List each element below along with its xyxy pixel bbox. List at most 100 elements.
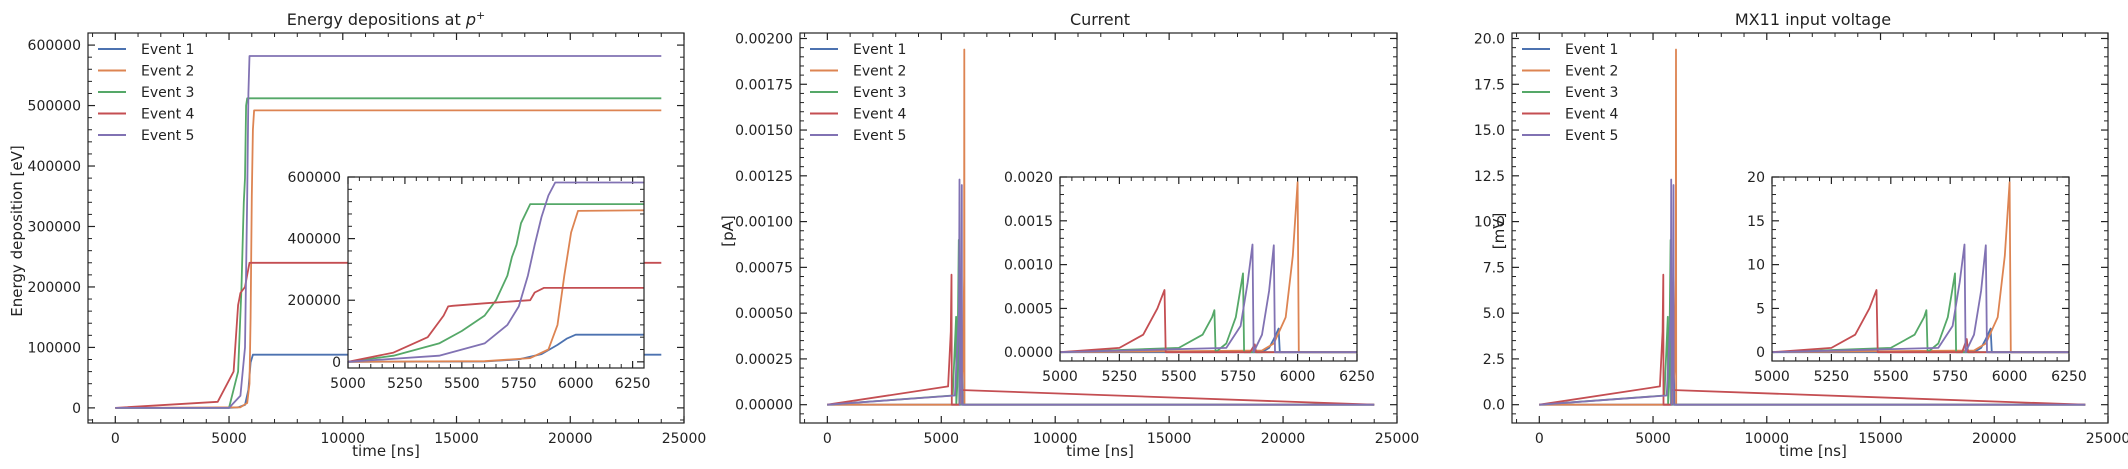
- inset-x-tick-label: 6000: [558, 376, 594, 392]
- chart-title-symbol: p: [465, 10, 476, 29]
- inset-zoom-panel: 5000 5250 5500 5750 6000 6250 0 5 10 15 20: [1747, 170, 2087, 385]
- inset-x-tick-label: 5250: [1814, 369, 1850, 385]
- legend-entry: Event 2: [1565, 64, 1618, 80]
- legend: Event 1 Event 2 Event 3 Event 4 Event 5: [98, 42, 195, 144]
- y-tick-label: 0.00125: [735, 169, 793, 185]
- legend-entry: Event 3: [141, 85, 194, 101]
- inset-y-tick-label: 5: [1756, 301, 1765, 317]
- x-tick-label: 5000: [923, 431, 959, 447]
- plot-frame: [799, 32, 1398, 424]
- inset-series-line-event-3: [348, 203, 644, 363]
- inset-x-tick-label: 6250: [615, 376, 651, 392]
- inset-series-line-event-4: [1772, 289, 2069, 354]
- inset-series-line-event-5: [1060, 243, 1357, 354]
- legend-entry: Event 1: [853, 42, 906, 58]
- chart-title-superscript: +: [476, 9, 485, 22]
- inset-x-tick-label: 6250: [2051, 369, 2087, 385]
- series-line-event-5: [115, 55, 662, 409]
- y-tick-label: 10.0: [1474, 215, 1505, 231]
- y-tick-label: 400000: [28, 159, 81, 175]
- inset-x-tick-label: 5750: [1932, 369, 1968, 385]
- y-tick-label: 15.0: [1474, 123, 1505, 139]
- x-axis-label: time [ns]: [352, 442, 420, 460]
- y-tick-label: 0.00075: [735, 260, 793, 276]
- x-tick-label: 25000: [2086, 431, 2128, 447]
- x-tick-label: 5000: [211, 431, 247, 447]
- x-tick-label: 5000: [1635, 431, 1671, 447]
- legend-entry: Event 3: [1565, 85, 1618, 101]
- inset-background: [348, 177, 644, 368]
- inset-series-line-event-5: [348, 181, 644, 363]
- inset-y-tick-label: 0.0015: [1004, 214, 1053, 230]
- x-tick-label: 0: [823, 431, 832, 447]
- inset-x-tick-label: 5500: [444, 376, 480, 392]
- y-tick-label: 12.5: [1474, 169, 1505, 185]
- x-tick-label: 20000: [1261, 431, 1306, 447]
- x-tick-label: 25000: [1375, 431, 1420, 447]
- legend: Event 1 Event 2 Event 3 Event 4 Event 5: [810, 42, 907, 144]
- y-tick-label: 0.00175: [735, 77, 793, 93]
- x-tick-label: 15000: [434, 431, 479, 447]
- inset-y-tick-label: 0.0000: [1004, 345, 1053, 361]
- x-tick-label: 15000: [1858, 431, 1903, 447]
- y-tick-label: 100000: [28, 340, 81, 356]
- y-tick-label: 2.5: [1483, 352, 1505, 368]
- inset-plot-frame: [1059, 176, 1358, 362]
- y-axis-label: Energy deposition [eV]: [8, 145, 26, 316]
- inset-x-tick-label: 5750: [1220, 369, 1256, 385]
- plot-frame: [87, 32, 685, 424]
- x-tick-label: 15000: [1147, 431, 1192, 447]
- inset-series-group: [1772, 181, 2069, 354]
- inset-x-tick-label: 6000: [1280, 369, 1316, 385]
- inset-plot-frame: [347, 176, 645, 369]
- inset-x-tick-label: 5500: [1873, 369, 1909, 385]
- inset-series-line-event-4: [348, 286, 644, 363]
- inset-y-tick-label: 15: [1747, 214, 1765, 230]
- legend-entry: Event 1: [141, 42, 194, 58]
- inset-y-tick-label: 10: [1747, 258, 1765, 274]
- inset-y-tick-label: 0: [332, 355, 341, 371]
- y-tick-label: 0.00000: [735, 398, 793, 414]
- y-tick-label: 17.5: [1474, 77, 1505, 93]
- inset-background: [1772, 177, 2069, 361]
- y-axis-label: [mV]: [1490, 213, 1508, 250]
- y-tick-label: 0.0: [1483, 398, 1505, 414]
- x-tick-label: 20000: [1972, 431, 2017, 447]
- y-tick-label: 5.0: [1483, 306, 1505, 322]
- inset-x-tick-label: 5000: [1754, 369, 1790, 385]
- series-line-event-5: [1539, 178, 2086, 406]
- inset-x-tick-label: 5250: [1102, 369, 1138, 385]
- panel-energy-depositions: Energy depositions at p+ time [ns] Energ…: [8, 9, 706, 461]
- y-tick-label: 0.00100: [735, 215, 793, 231]
- series-group: [827, 48, 1375, 406]
- series-line-event-4: [115, 261, 662, 409]
- inset-series-line-event-2: [348, 209, 644, 363]
- inset-series-line-event-5: [1772, 243, 2069, 354]
- y-tick-label: 600000: [28, 38, 81, 54]
- chart-title-text: Energy depositions at: [287, 10, 466, 29]
- inset-x-tick-label: 6250: [1339, 369, 1375, 385]
- chart-title: MX11 input voltage: [1735, 10, 1891, 29]
- chart-title: Energy depositions at p+: [287, 9, 485, 30]
- inset-x-tick-label: 5000: [1042, 369, 1078, 385]
- x-tick-label: 20000: [548, 431, 593, 447]
- legend-entry: Event 4: [141, 107, 195, 123]
- legend-entry: Event 1: [1565, 42, 1618, 58]
- inset-y-tick-label: 0.0005: [1004, 301, 1053, 317]
- x-axis-label: time [ns]: [1066, 442, 1134, 460]
- x-tick-label: 10000: [1033, 431, 1078, 447]
- x-axis-label: time [ns]: [1779, 442, 1847, 460]
- x-tick-label: 0: [1535, 431, 1544, 447]
- y-tick-label: 20.0: [1474, 31, 1505, 47]
- inset-x-tick-label: 5250: [387, 376, 423, 392]
- y-tick-label: 7.5: [1483, 260, 1505, 276]
- y-tick-label: 0.00200: [735, 31, 793, 47]
- panel-current: Current time [ns] [pA] 0 5000 10000 15000 20…: [719, 10, 1419, 460]
- inset-series-group: [1060, 181, 1357, 354]
- legend-entry: Event 3: [853, 85, 906, 101]
- legend-entry: Event 5: [1565, 128, 1618, 144]
- x-tick-label: 10000: [1745, 431, 1790, 447]
- legend-entry: Event 5: [141, 128, 194, 144]
- series-group: [1539, 48, 2086, 406]
